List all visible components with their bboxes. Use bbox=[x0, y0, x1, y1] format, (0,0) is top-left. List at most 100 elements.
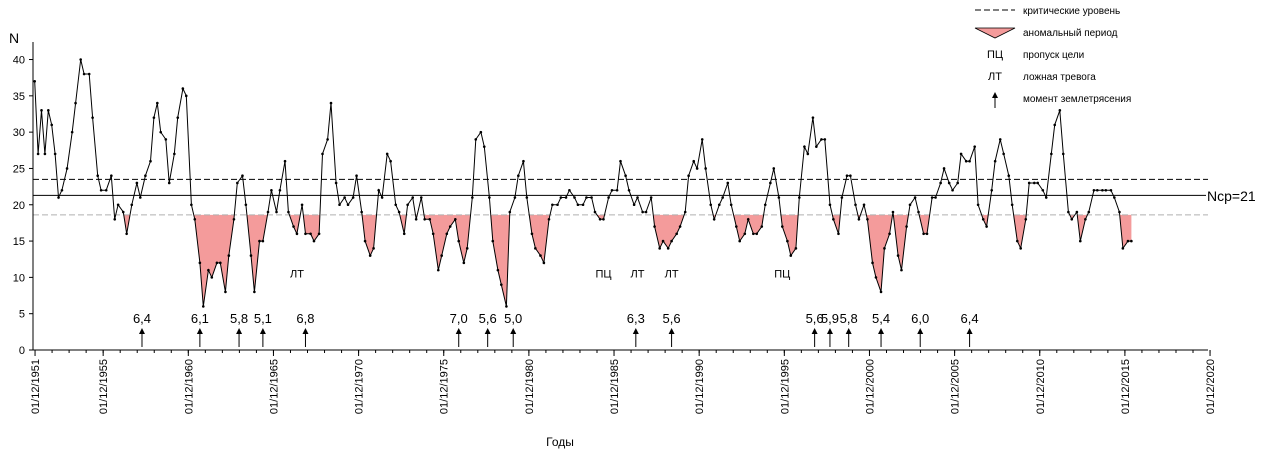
data-point bbox=[854, 203, 857, 207]
x-tick-label: 01/12/2000 bbox=[864, 359, 876, 414]
data-point bbox=[278, 188, 282, 192]
data-point bbox=[666, 247, 670, 250]
series-line bbox=[34, 59, 1132, 307]
data-point bbox=[947, 181, 951, 185]
anomaly-period bbox=[123, 214, 130, 234]
data-point bbox=[726, 181, 730, 185]
data-point bbox=[488, 196, 491, 199]
annotations: ЛТ ПЦ ЛТ ЛТ ПЦ bbox=[290, 268, 790, 280]
anomaly-period bbox=[919, 214, 930, 234]
anomaly-period bbox=[1013, 214, 1027, 249]
data-point bbox=[287, 210, 290, 214]
data-point bbox=[534, 247, 537, 250]
data-point bbox=[1075, 210, 1079, 214]
data-point bbox=[329, 101, 333, 105]
data-point bbox=[704, 167, 707, 170]
x-tick-label: 01/12/2005 bbox=[950, 359, 962, 414]
x-tick-label: 01/12/2020 bbox=[1205, 359, 1217, 414]
data-point bbox=[556, 203, 559, 207]
data-point bbox=[772, 167, 776, 170]
data-point bbox=[1007, 174, 1011, 178]
data-point bbox=[832, 217, 835, 221]
data-point bbox=[184, 94, 188, 98]
data-point bbox=[261, 239, 265, 243]
earthquake-magnitude: 5,1 bbox=[254, 311, 272, 326]
data-point bbox=[292, 225, 295, 228]
data-point bbox=[232, 217, 236, 221]
data-point bbox=[309, 232, 312, 236]
earthquake-magnitude: 5,4 bbox=[872, 311, 890, 326]
earthquake-magnitude: 5,6 bbox=[806, 311, 824, 326]
data-point bbox=[734, 225, 738, 228]
data-point bbox=[253, 290, 256, 294]
data-point bbox=[738, 239, 742, 243]
data-point bbox=[164, 138, 168, 141]
legend-label: критические уровень bbox=[1023, 6, 1120, 17]
data-point bbox=[973, 145, 977, 148]
anomaly-period bbox=[362, 214, 377, 256]
data-point bbox=[610, 188, 614, 192]
data-point bbox=[377, 188, 380, 192]
data-point bbox=[304, 232, 307, 236]
data-point bbox=[1126, 239, 1130, 243]
data-point bbox=[1044, 196, 1048, 199]
earthquake-magnitude: 5,6 bbox=[479, 311, 497, 326]
data-point bbox=[959, 152, 963, 156]
data-point bbox=[321, 152, 324, 156]
data-point bbox=[210, 276, 214, 279]
anomaly-period bbox=[597, 214, 605, 220]
data-point bbox=[896, 254, 900, 257]
data-point bbox=[789, 254, 793, 257]
data-point bbox=[491, 239, 495, 243]
data-point bbox=[207, 268, 210, 272]
reference-levels bbox=[33, 178, 1208, 216]
data-point bbox=[743, 232, 747, 236]
earthquake-magnitude: 5,8 bbox=[840, 311, 858, 326]
data-point bbox=[517, 174, 520, 178]
earthquake-arrowhead bbox=[196, 328, 203, 334]
anomaly-period bbox=[424, 214, 471, 271]
data-point bbox=[542, 261, 546, 265]
data-point bbox=[678, 225, 682, 228]
data-point bbox=[457, 239, 461, 243]
data-point bbox=[125, 232, 128, 236]
y-tick-label: 5 bbox=[19, 309, 25, 321]
y-tick-label: 20 bbox=[13, 200, 25, 212]
earthquake-markers: 6,4 6,1 5,8 5,1 6,8 7,0 5,6 5,0 6,3 5,6 5,65,9 5,8 5… bbox=[133, 311, 979, 347]
data-point bbox=[99, 188, 103, 192]
earthquake-arrowhead bbox=[455, 328, 462, 334]
data-point bbox=[581, 203, 585, 207]
earthquake-arrowhead bbox=[966, 328, 973, 334]
legend-symbol-text: ПЦ bbox=[987, 49, 1003, 61]
data-point bbox=[505, 305, 508, 308]
data-point bbox=[270, 188, 273, 192]
data-point bbox=[803, 145, 806, 148]
data-point bbox=[201, 305, 205, 308]
earthquake-magnitude: 6,3 bbox=[627, 311, 645, 326]
data-point bbox=[602, 217, 605, 221]
data-point bbox=[312, 239, 316, 243]
data-point bbox=[593, 210, 597, 214]
y-tick-label: 0 bbox=[19, 345, 25, 357]
data-point bbox=[1078, 239, 1082, 243]
data-point bbox=[760, 225, 764, 228]
x-tick-label: 01/12/1980 bbox=[524, 359, 536, 414]
data-point bbox=[891, 210, 895, 214]
earthquake-arrowhead bbox=[302, 328, 309, 334]
data-point bbox=[249, 254, 253, 257]
earthquake-magnitude: 7,0 bbox=[450, 311, 468, 326]
data-point bbox=[47, 109, 50, 112]
earthquake-arrowhead bbox=[138, 328, 145, 334]
legend-symbol-arrowhead bbox=[992, 92, 998, 98]
data-point bbox=[79, 58, 82, 61]
data-point bbox=[149, 159, 152, 163]
data-point bbox=[1101, 188, 1104, 192]
data-point bbox=[1061, 152, 1065, 156]
data-point bbox=[499, 283, 503, 286]
data-point bbox=[1092, 188, 1096, 192]
data-point bbox=[1070, 217, 1074, 221]
x-tick-label: 01/12/2010 bbox=[1035, 359, 1047, 414]
anomaly-period bbox=[303, 214, 320, 242]
x-tick-label: 01/12/1951 bbox=[30, 359, 42, 414]
